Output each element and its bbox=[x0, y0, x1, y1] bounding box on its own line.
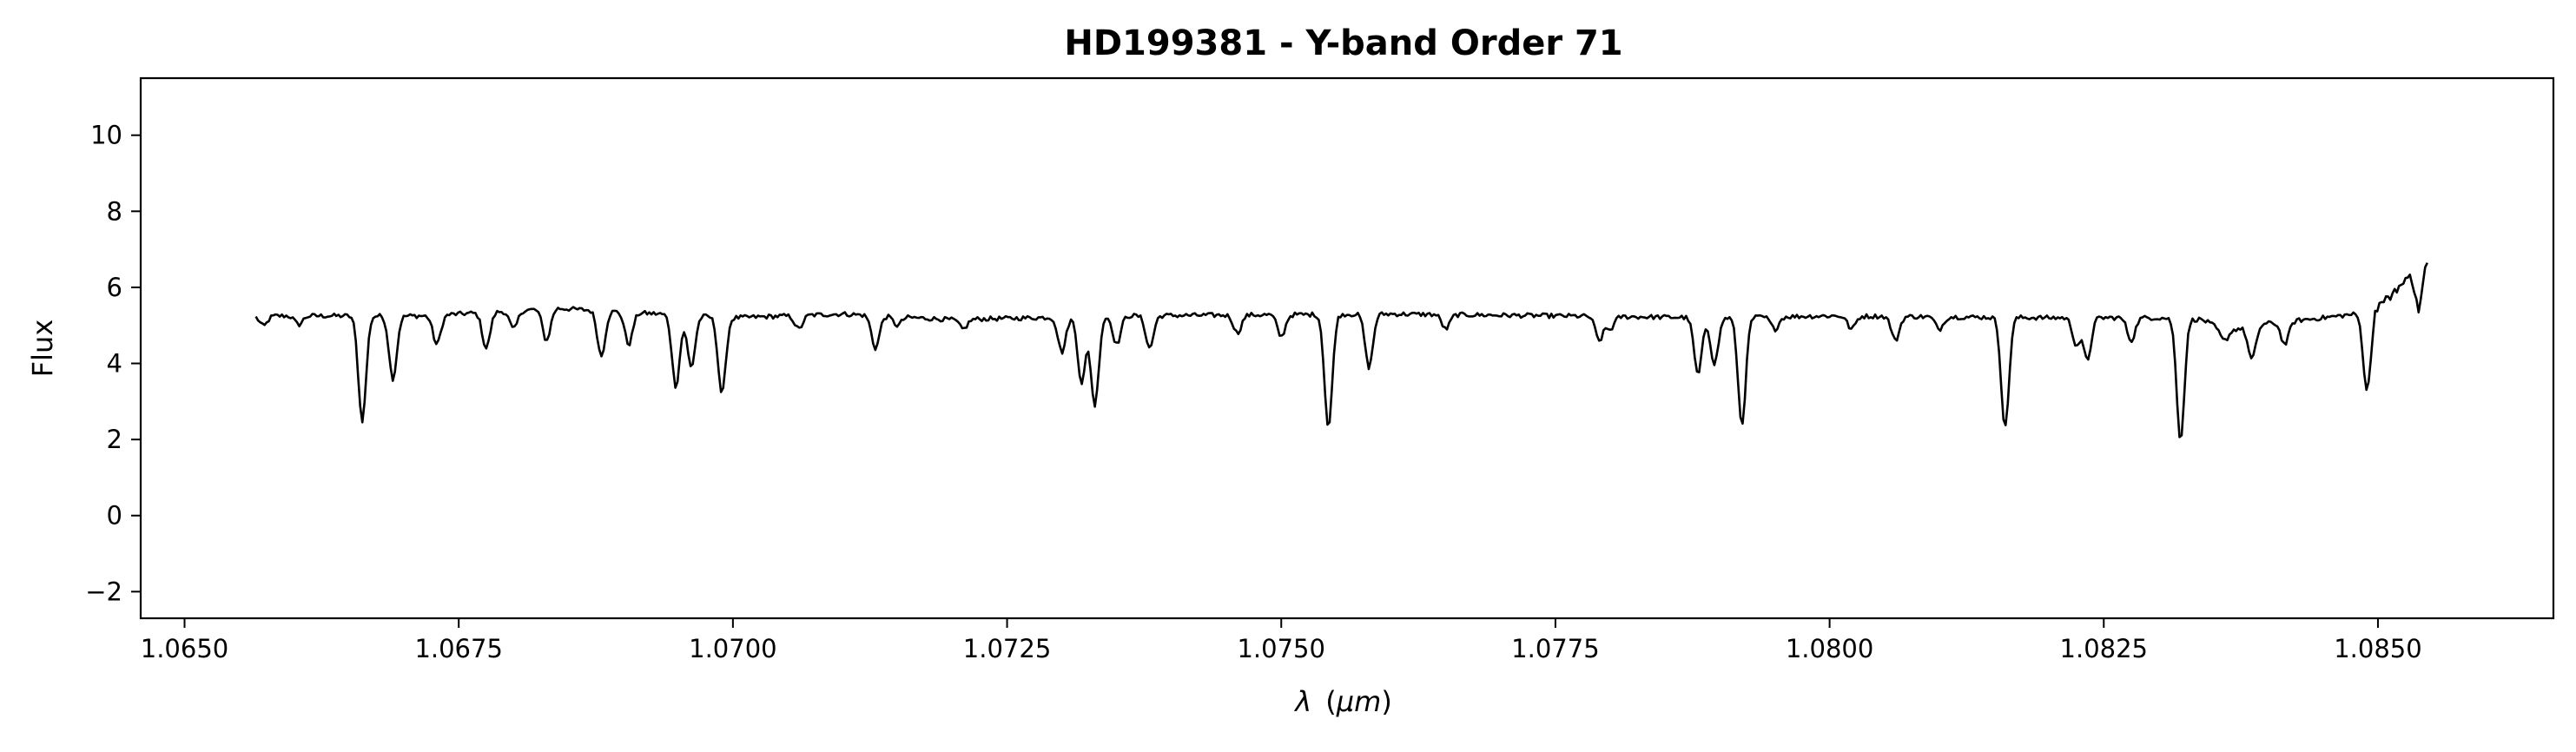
x-axis-label: λ (μm) bbox=[1293, 685, 1392, 718]
x-tick-label: 1.0675 bbox=[414, 634, 502, 663]
y-tick-label: 0 bbox=[107, 501, 122, 531]
y-axis: −2 0 2 4 6 8 10 bbox=[85, 121, 141, 606]
x-axis-label-open-paren: ( bbox=[1325, 685, 1336, 718]
x-tick-label: 1.0825 bbox=[2060, 634, 2148, 663]
chart-title: HD199381 - Y-band Order 71 bbox=[1064, 23, 1622, 63]
x-tick-label: 1.0775 bbox=[1511, 634, 1599, 663]
x-axis-label-unit: μm bbox=[1336, 685, 1382, 718]
x-tick-label: 1.0725 bbox=[963, 634, 1051, 663]
x-axis-label-close-paren: ) bbox=[1381, 685, 1391, 718]
x-tick-label: 1.0800 bbox=[1786, 634, 1873, 663]
y-tick-label: 8 bbox=[107, 196, 122, 226]
plot-area bbox=[254, 262, 2428, 439]
y-tick-label: 6 bbox=[107, 273, 122, 302]
y-tick-label: −2 bbox=[85, 577, 122, 606]
x-axis: 1.0650 1.0675 1.0700 1.0725 1.0750 1.0775 1.08… bbox=[141, 618, 2422, 663]
y-tick-label: 10 bbox=[90, 121, 122, 150]
y-axis-label: Flux bbox=[26, 320, 59, 378]
y-tick-label: 2 bbox=[107, 425, 122, 454]
y-tick-label: 4 bbox=[107, 349, 122, 379]
x-axis-label-symbol: λ bbox=[1293, 685, 1311, 718]
x-tick-label: 1.0850 bbox=[2334, 634, 2421, 663]
x-tick-label: 1.0750 bbox=[1237, 634, 1324, 663]
spectrum-line bbox=[254, 262, 2428, 439]
plot-frame bbox=[139, 76, 2555, 620]
x-tick-label: 1.0700 bbox=[689, 634, 776, 663]
x-tick-label: 1.0650 bbox=[141, 634, 228, 663]
